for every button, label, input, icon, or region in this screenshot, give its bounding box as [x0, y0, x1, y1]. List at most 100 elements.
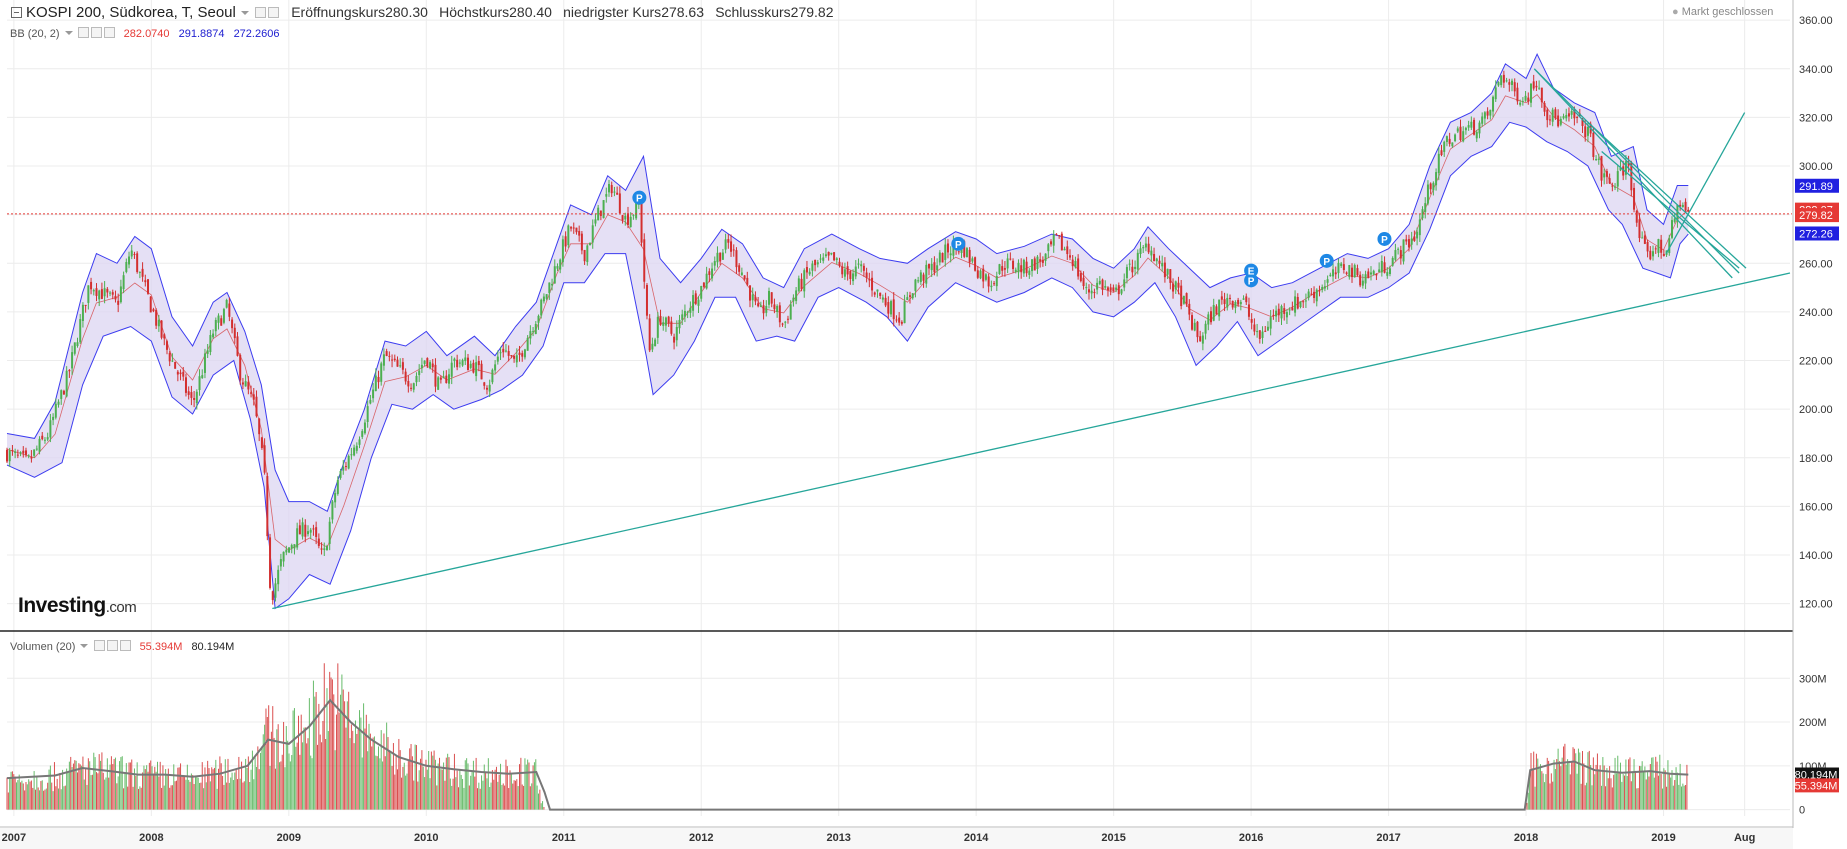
price-tag-label: 291.89 — [1799, 181, 1833, 193]
time-tick-label: 2018 — [1514, 832, 1538, 844]
instrument-title[interactable]: KOSPI 200, Südkorea, T, Seoul — [26, 4, 236, 21]
candle-body — [168, 352, 171, 362]
trendline[interactable] — [1665, 112, 1746, 254]
format-icon[interactable] — [268, 7, 280, 18]
event-marker[interactable] — [1319, 253, 1334, 268]
candle-body — [502, 348, 505, 353]
candle-body — [149, 296, 152, 313]
candle-body — [822, 257, 825, 261]
candle-body — [1511, 80, 1514, 86]
candle-body — [79, 319, 82, 343]
candle-body — [526, 337, 529, 351]
time-tick-label: 2016 — [1239, 832, 1263, 844]
candle-body — [1326, 279, 1329, 283]
candle-body — [1210, 311, 1213, 323]
candle-body — [507, 350, 510, 356]
candle-body — [1247, 304, 1250, 317]
candle-body — [805, 267, 808, 273]
candle-body — [1166, 268, 1169, 275]
trendline[interactable] — [1533, 68, 1733, 279]
candle-body — [418, 370, 421, 376]
candle-body — [1657, 239, 1660, 253]
trendline[interactable] — [1601, 150, 1740, 269]
candle-body — [125, 262, 128, 272]
chevron-down-icon[interactable] — [80, 644, 89, 648]
candle-body — [1359, 274, 1362, 286]
candle-body — [1361, 280, 1364, 286]
time-tick-label: 2007 — [2, 832, 26, 844]
candle-body — [480, 363, 483, 380]
candle-body — [911, 293, 914, 299]
candle-body — [315, 527, 318, 538]
chevron-down-icon[interactable] — [240, 11, 249, 15]
candle-body — [716, 252, 719, 263]
candle-body — [1055, 233, 1058, 235]
candle-body — [198, 376, 201, 391]
candle-body — [841, 266, 844, 275]
candle-body — [290, 545, 293, 549]
candle-body — [589, 242, 592, 246]
price-tick-label: 320.00 — [1799, 112, 1833, 124]
volume-value: 55.394M — [139, 641, 183, 653]
close-icon[interactable] — [103, 27, 115, 38]
time-tick-label: 2010 — [414, 832, 438, 844]
chevron-down-icon[interactable] — [64, 31, 73, 35]
candle-body — [1383, 262, 1386, 273]
trendline[interactable] — [1587, 121, 1747, 269]
candle-body — [662, 322, 665, 326]
candle-body — [111, 292, 114, 295]
event-marker[interactable] — [951, 236, 966, 251]
candle-body — [811, 263, 814, 271]
settings-icon[interactable] — [106, 640, 118, 651]
collapse-icon[interactable] — [11, 7, 22, 18]
candle-body — [968, 249, 971, 263]
volume-series — [6, 663, 1689, 811]
volume-label[interactable]: Volumen (20) — [10, 641, 76, 653]
candle-body — [909, 295, 912, 297]
candle-body — [846, 266, 849, 275]
candle-body — [1136, 252, 1139, 270]
open-value: 280.30 — [385, 4, 428, 20]
candle-body — [98, 290, 101, 300]
time-tick-label: 2012 — [689, 832, 713, 844]
candle-body — [743, 275, 746, 280]
candle-body — [1369, 272, 1372, 275]
candle-body — [92, 290, 95, 292]
candle-body — [1239, 301, 1242, 305]
candle-body — [1199, 336, 1202, 342]
trendline[interactable] — [272, 272, 1791, 610]
candle-body — [762, 305, 765, 314]
candle-body — [1364, 274, 1367, 284]
candle-body — [1410, 238, 1413, 245]
candle-body — [694, 293, 697, 304]
candle-body — [1405, 239, 1408, 242]
visibility-icon[interactable] — [93, 640, 105, 651]
candle-body — [6, 449, 8, 462]
close-icon[interactable] — [119, 640, 131, 651]
candle-body — [513, 355, 516, 359]
bb-label[interactable]: BB (20, 2) — [10, 28, 60, 40]
candle-body — [1624, 161, 1627, 175]
candle-body — [203, 353, 206, 373]
event-marker[interactable] — [1244, 263, 1259, 278]
candle-body — [1120, 289, 1123, 294]
candle-body — [1313, 291, 1316, 299]
candle-body — [974, 257, 977, 271]
candle-body — [521, 353, 524, 357]
candle-body — [540, 299, 543, 316]
settings-icon[interactable] — [90, 27, 102, 38]
candle-body — [982, 268, 985, 282]
event-marker[interactable] — [1244, 273, 1259, 288]
event-marker[interactable] — [632, 190, 647, 205]
candle-body — [814, 259, 817, 266]
event-marker[interactable] — [1377, 231, 1392, 246]
settings-icon[interactable] — [255, 7, 267, 18]
candle-body — [738, 265, 741, 272]
price-tag — [1795, 226, 1839, 241]
visibility-icon[interactable] — [77, 27, 89, 38]
volume-tag — [1795, 778, 1839, 793]
candle-body — [407, 380, 410, 387]
candle-body — [1104, 286, 1107, 288]
candle-body — [1337, 262, 1340, 274]
